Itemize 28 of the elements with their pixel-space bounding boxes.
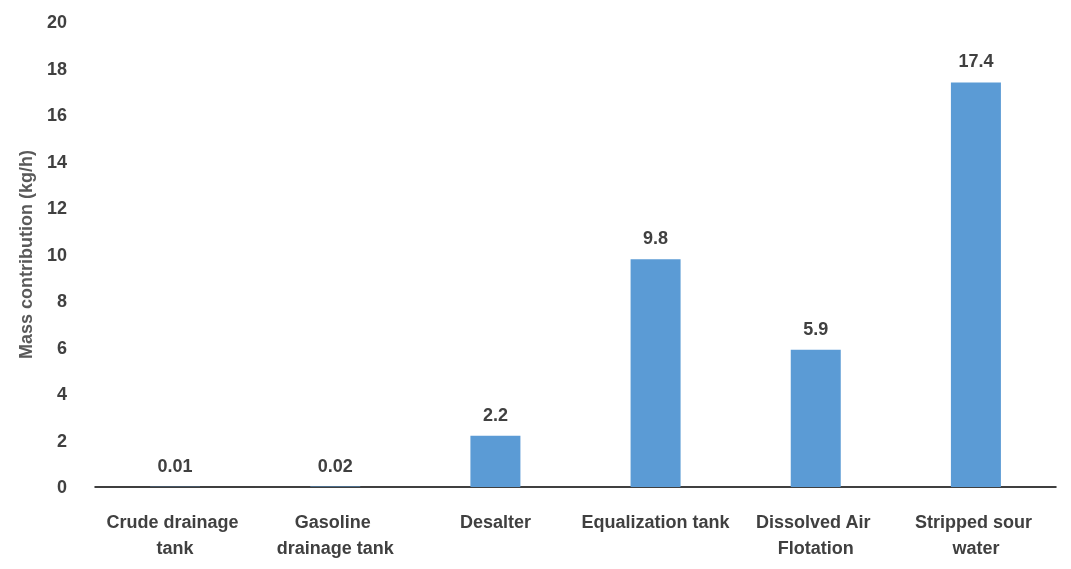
y-tick-label: 20 <box>46 12 67 32</box>
data-label: 0.02 <box>317 455 353 476</box>
data-label: 5.9 <box>803 318 829 339</box>
y-axis-title: Mass contribution (kg/h) <box>16 150 36 359</box>
y-tick-label: 16 <box>46 105 67 125</box>
bar <box>950 82 1001 487</box>
y-tick-label: 0 <box>56 477 67 497</box>
x-tick-label: Equalization tank <box>581 512 731 532</box>
x-tick-label: Desalter <box>459 512 531 532</box>
y-tick-label: 4 <box>56 384 67 404</box>
y-tick-label: 14 <box>46 151 67 172</box>
y-tick-label: 12 <box>46 198 67 218</box>
x-tick-label: Stripped sour water <box>914 512 1037 558</box>
y-tick-label: 2 <box>56 430 67 451</box>
bar <box>630 259 681 487</box>
data-label: 17.4 <box>958 51 994 72</box>
x-tick-label: Gasoline drainage tank <box>276 512 395 558</box>
data-label: 2.2 <box>482 404 508 425</box>
x-tick-label: Crude drainage tank <box>106 512 244 558</box>
y-tick-label: 6 <box>56 337 67 358</box>
y-tick-label: 10 <box>46 244 67 265</box>
bar <box>470 435 521 487</box>
bar <box>790 349 841 487</box>
x-tick-label: Dissolved Air Flotation <box>756 512 876 558</box>
y-tick-label: 8 <box>56 291 67 311</box>
y-tick-label: 18 <box>46 58 67 79</box>
data-label: 9.8 <box>643 228 669 249</box>
data-label: 0.01 <box>157 455 193 476</box>
